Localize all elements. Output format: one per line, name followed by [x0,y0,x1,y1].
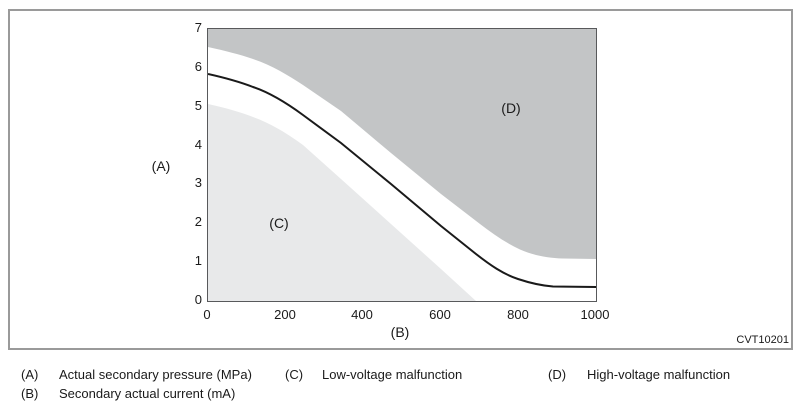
legend-text-c: Low-voltage malfunction [322,367,463,382]
plot-area: (C) (D) [207,28,597,302]
x-tick-600: 600 [429,307,451,322]
region-d-label: (D) [501,100,521,116]
y-tick-1: 1 [194,253,202,268]
y-tick-5: 5 [194,98,202,113]
legend-text-b: Secondary actual current (mA) [59,386,236,401]
y-tick-3: 3 [194,175,202,190]
legend-key-d: (D) [548,367,567,382]
x-tick-1000: 1000 [580,307,610,322]
y-tick-0: 0 [194,292,202,307]
y-axis-label: (A) [151,158,171,174]
figure-code: CVT10201 [736,334,789,346]
x-tick-0: 0 [203,307,211,322]
region-c-area [208,104,476,301]
legend-key-b: (B) [21,386,39,401]
legend-key-c: (C) [285,367,304,382]
legend-key-a: (A) [21,367,39,382]
legend-text-a: Actual secondary pressure (MPa) [59,367,252,382]
y-tick-2: 2 [194,214,202,229]
legend-text-d: High-voltage malfunction [587,367,731,382]
x-tick-800: 800 [507,307,529,322]
x-tick-200: 200 [274,307,296,322]
x-tick-400: 400 [351,307,373,322]
y-tick-6: 6 [194,59,202,74]
chart-svg [208,29,596,301]
y-tick-4: 4 [194,137,202,152]
x-axis-label: (B) [390,324,410,340]
region-d-area [208,29,596,259]
y-tick-7: 7 [194,20,202,35]
pressure-curve [208,73,596,288]
region-c-label: (C) [269,215,289,231]
